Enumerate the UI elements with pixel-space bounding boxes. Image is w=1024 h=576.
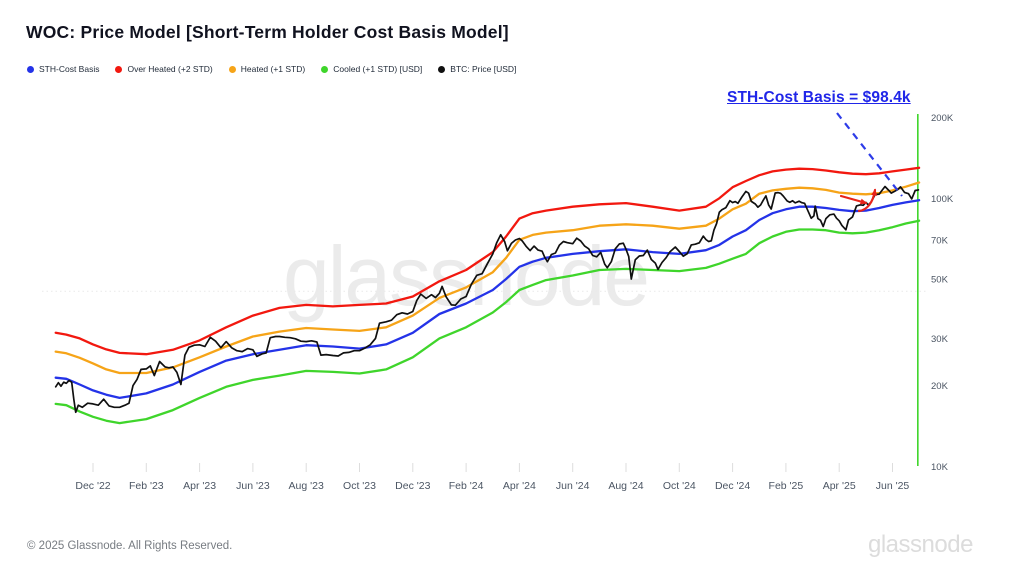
legend-dot-icon — [115, 65, 123, 73]
x-axis-label: Dec '22 — [75, 480, 110, 492]
legend-dot-icon — [228, 65, 236, 73]
legend-dot-icon — [321, 65, 329, 73]
chart-legend: STH-Cost Basis Over Heated (+2 STD) Heat… — [27, 64, 516, 74]
legend-item-btc-price: BTC: Price [USD] — [438, 64, 516, 74]
x-axis-label: Feb '24 — [449, 480, 484, 492]
sth-cost-basis-callout: STH-Cost Basis = $98.4k — [727, 89, 911, 106]
y-axis-label: 100K — [931, 194, 954, 205]
series-sth-cost-basis — [54, 199, 921, 400]
x-axis-label: Oct '24 — [663, 480, 696, 492]
legend-label: Heated (+1 STD) — [240, 64, 306, 74]
y-axis-label: 10K — [931, 462, 949, 473]
x-axis-label: Jun '25 — [876, 480, 910, 492]
legend-dot-icon — [438, 65, 446, 73]
x-axis-label: Feb '23 — [129, 480, 164, 492]
y-axis-label: 30K — [931, 334, 949, 345]
legend-label: STH-Cost Basis — [39, 64, 100, 74]
legend-item-sth-cost-basis: STH-Cost Basis — [27, 64, 99, 74]
legend-item-cooled: Cooled (+1 STD) [USD] — [321, 64, 422, 74]
series-over-heated-2-std- — [54, 166, 921, 356]
y-axis-label: 20K — [931, 381, 949, 392]
x-axis-label: Aug '23 — [289, 480, 324, 492]
x-axis-label: Apr '24 — [503, 480, 536, 492]
legend-dot-icon — [27, 65, 34, 73]
y-axis-label: 200K — [931, 113, 954, 124]
x-axis-label: Dec '23 — [395, 480, 430, 492]
y-axis-label: 70K — [931, 235, 949, 246]
series-btc-price-usd- — [54, 185, 920, 414]
x-axis-label: Feb '25 — [769, 480, 804, 492]
page-title: WOC: Price Model [Short-Term Holder Cost… — [26, 22, 509, 42]
legend-label: Over Heated (+2 STD) — [127, 64, 213, 74]
x-axis-label: Jun '24 — [556, 480, 590, 492]
series-cooled-1-std-usd- — [54, 219, 921, 425]
legend-label: Cooled (+1 STD) [USD] — [333, 64, 423, 74]
x-axis-label: Apr '23 — [183, 480, 216, 492]
x-axis-label: Apr '25 — [823, 480, 856, 492]
copyright-text: © 2025 Glassnode. All Rights Reserved. — [27, 540, 233, 552]
y-axis-label: 50K — [931, 274, 949, 285]
x-axis-label: Oct '23 — [343, 480, 376, 492]
glassnode-logo: glassnode — [868, 531, 973, 558]
legend-item-over-heated: Over Heated (+2 STD) — [115, 64, 213, 74]
legend-item-heated: Heated (+1 STD) — [228, 64, 306, 74]
series-heated-1-std- — [54, 181, 921, 375]
legend-label: BTC: Price [USD] — [450, 64, 517, 74]
x-axis-label: Aug '24 — [608, 480, 643, 492]
x-axis-label: Jun '23 — [236, 480, 270, 492]
x-axis-label: Dec '24 — [715, 480, 750, 492]
